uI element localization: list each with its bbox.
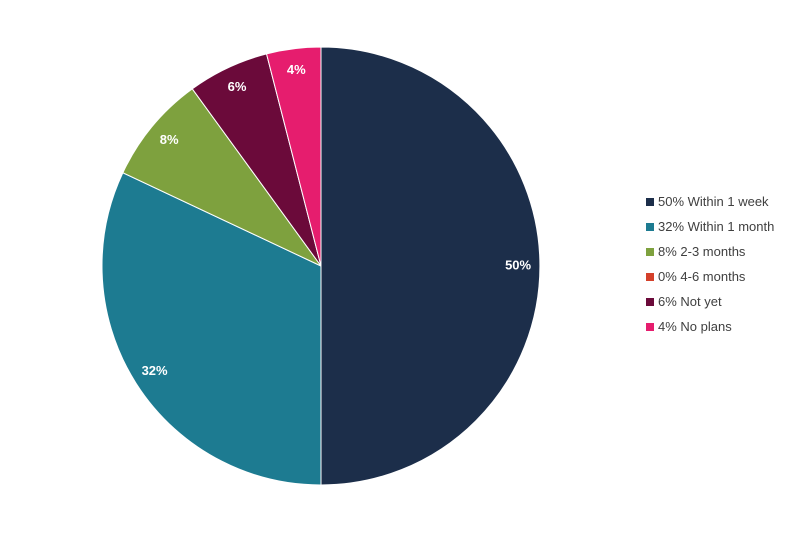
legend-item: 4% No plans — [646, 318, 774, 335]
slice-data-label: 50% — [505, 257, 531, 272]
pie-slices — [101, 46, 541, 486]
legend-swatch — [646, 197, 654, 206]
slice-data-label: 8% — [160, 132, 179, 147]
legend-label: 4% No plans — [658, 319, 732, 334]
pie-slice — [320, 46, 541, 486]
legend-swatch — [646, 272, 654, 281]
legend-label: 8% 2-3 months — [658, 244, 746, 259]
legend-label: 32% Within 1 month — [658, 219, 775, 234]
legend-label: 50% Within 1 week — [658, 194, 769, 209]
legend-swatch — [646, 322, 654, 331]
pie-slice — [122, 88, 322, 267]
legend-label: 0% 4-6 months — [658, 269, 746, 284]
legend-swatch — [646, 247, 654, 256]
legend-swatch — [646, 222, 654, 231]
slice-data-label: 6% — [228, 79, 247, 94]
legend-item: 6% Not yet — [646, 293, 774, 310]
chart-legend: 50% Within 1 week 32% Within 1 month 8% 2-… — [646, 193, 774, 343]
slice-data-label: 4% — [287, 62, 306, 77]
legend-swatch — [646, 297, 654, 306]
legend-label: 6% Not yet — [658, 294, 722, 309]
legend-item: 8% 2-3 months — [646, 243, 774, 260]
pie-data-labels: 50% 32% 8% 6% 4% — [142, 62, 532, 378]
legend-item: 50% Within 1 week — [646, 193, 774, 210]
pie-slice — [265, 46, 322, 267]
pie-slice — [101, 172, 322, 486]
legend-item: 32% Within 1 month — [646, 218, 774, 235]
legend-item: 0% 4-6 months — [646, 268, 774, 285]
slice-data-label: 32% — [142, 363, 168, 378]
